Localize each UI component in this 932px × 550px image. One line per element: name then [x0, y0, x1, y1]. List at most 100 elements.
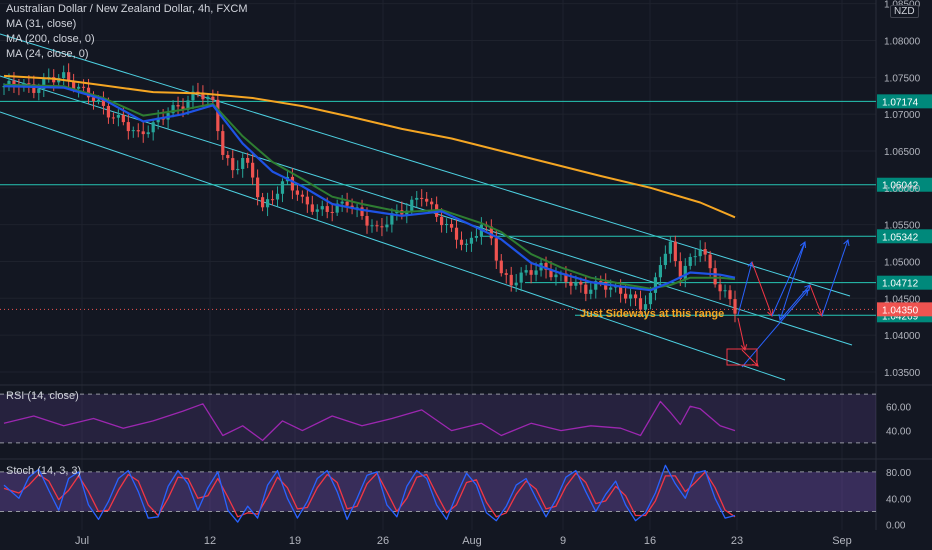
candle-body-130 — [648, 292, 653, 305]
target-box — [726, 348, 758, 366]
stoch-k-line — [3, 464, 736, 523]
candle-body-52 — [260, 197, 265, 208]
candle-body-85 — [425, 198, 429, 202]
candle-body-31 — [156, 117, 160, 123]
x-tick-2: 19 — [289, 535, 301, 547]
arrow-red-3 — [737, 317, 746, 351]
level-badge-0 — [877, 94, 932, 109]
stoch-label: Stoch (14, 3, 3) — [6, 465, 82, 477]
candle-body-141 — [703, 249, 707, 255]
candle-body-102 — [509, 274, 513, 286]
candle-body-84 — [420, 197, 424, 199]
horizontal-levels: 1.07174 1.06042 1.05342 1.04712 1.042691.043… — [0, 94, 932, 323]
arrow-red-4 — [741, 349, 759, 367]
candle-body-15 — [76, 86, 81, 89]
candle-body-66 — [330, 211, 334, 213]
candle-body-45 — [226, 154, 230, 159]
chart-legend: Australian Dollar / New Zealand Dollar, … — [6, 2, 247, 62]
candle-body-122 — [609, 287, 613, 290]
candle-body-134 — [668, 241, 672, 254]
candle-body-38 — [191, 91, 195, 101]
candle-body-111 — [554, 274, 558, 278]
candle-body-116 — [579, 281, 583, 285]
candle-body-139 — [693, 256, 697, 258]
candle-body-135 — [673, 241, 677, 262]
candle-body-22 — [111, 117, 116, 119]
candle-body-37 — [186, 100, 190, 110]
candle-body-2 — [12, 80, 16, 86]
candle-body-35 — [176, 105, 180, 107]
candle-body-41 — [206, 96, 210, 100]
candle-body-109 — [544, 263, 548, 270]
legend-ma24: MA (24, close, 0) — [6, 48, 89, 60]
candle-body-44 — [221, 131, 225, 155]
y-tick-8: 1.04500 — [884, 294, 921, 305]
candle-body-119 — [594, 281, 598, 290]
candle-body-72 — [360, 207, 364, 217]
candle-body-110 — [549, 269, 553, 278]
x-tick-5: 9 — [560, 535, 566, 547]
candle-body-138 — [688, 256, 692, 266]
candle-body-34 — [171, 105, 175, 114]
y-tick-1: 1.08000 — [884, 37, 921, 48]
candle-body-127 — [633, 294, 638, 299]
y-tick-6: 1.05500 — [884, 221, 921, 232]
candle-body-126 — [628, 294, 633, 299]
candle-body-5 — [27, 83, 31, 85]
candle-body-60 — [300, 194, 304, 197]
candle-body-92 — [459, 239, 464, 245]
candle-body-53 — [265, 199, 270, 208]
arrow-blue-1 — [737, 261, 753, 316]
candle-body-91 — [454, 227, 459, 240]
candle-body-6 — [32, 84, 36, 93]
candle-body-86 — [430, 201, 434, 205]
x-tick-6: 16 — [644, 535, 656, 547]
x-tick-1: 12 — [204, 535, 216, 547]
legend-ma31: MA (31, close) — [6, 18, 77, 30]
x-tick-0: Jul — [75, 535, 89, 547]
candle-body-117 — [584, 284, 588, 294]
arrow-blue-5 — [821, 239, 849, 317]
candle-body-124 — [619, 285, 623, 294]
candle-body-82 — [410, 199, 414, 211]
candle-body-78 — [390, 213, 394, 225]
arrow-blue-2 — [771, 241, 806, 317]
candle-body-61 — [305, 196, 309, 205]
level-label-4: 1.04269 — [882, 311, 919, 322]
level-badge-3 — [877, 275, 932, 290]
x-tick-8: Sep — [832, 535, 852, 547]
rsi-band — [0, 394, 876, 443]
stoch-tick-0: 80.00 — [886, 468, 911, 479]
candle-body-43 — [216, 99, 220, 132]
candlesticks — [2, 63, 737, 323]
stoch-band — [0, 471, 876, 512]
candle-body-75 — [375, 225, 379, 227]
candle-body-88 — [440, 216, 444, 226]
candle-body-140 — [698, 249, 702, 257]
rsi-tick-0: 60.00 — [886, 402, 911, 413]
candle-body-27 — [136, 130, 140, 132]
currency-badge[interactable]: NZD — [890, 5, 919, 18]
chart-title: Australian Dollar / New Zealand Dollar, … — [6, 3, 248, 15]
current-price-badge — [877, 302, 932, 317]
candle-body-136 — [678, 261, 682, 279]
candle-body-121 — [604, 281, 608, 290]
candle-body-25 — [126, 122, 130, 132]
grid — [0, 0, 932, 530]
candle-body-98 — [489, 226, 493, 239]
candle-body-62 — [310, 204, 314, 212]
level-badge-1 — [877, 177, 932, 192]
candle-body-21 — [106, 105, 111, 118]
candle-body-128 — [638, 298, 643, 310]
candle-body-107 — [534, 270, 538, 275]
stoch-pane: 80.00 40.00 0.00 — [0, 464, 911, 532]
ma31-line — [3, 85, 736, 292]
x-tick-7: 23 — [731, 535, 743, 547]
candle-body-64 — [320, 206, 324, 210]
candle-body-13 — [67, 72, 71, 82]
candle-body-51 — [256, 177, 260, 198]
candle-body-59 — [295, 190, 299, 195]
candle-body-39 — [196, 91, 200, 93]
candle-body-20 — [101, 99, 106, 106]
